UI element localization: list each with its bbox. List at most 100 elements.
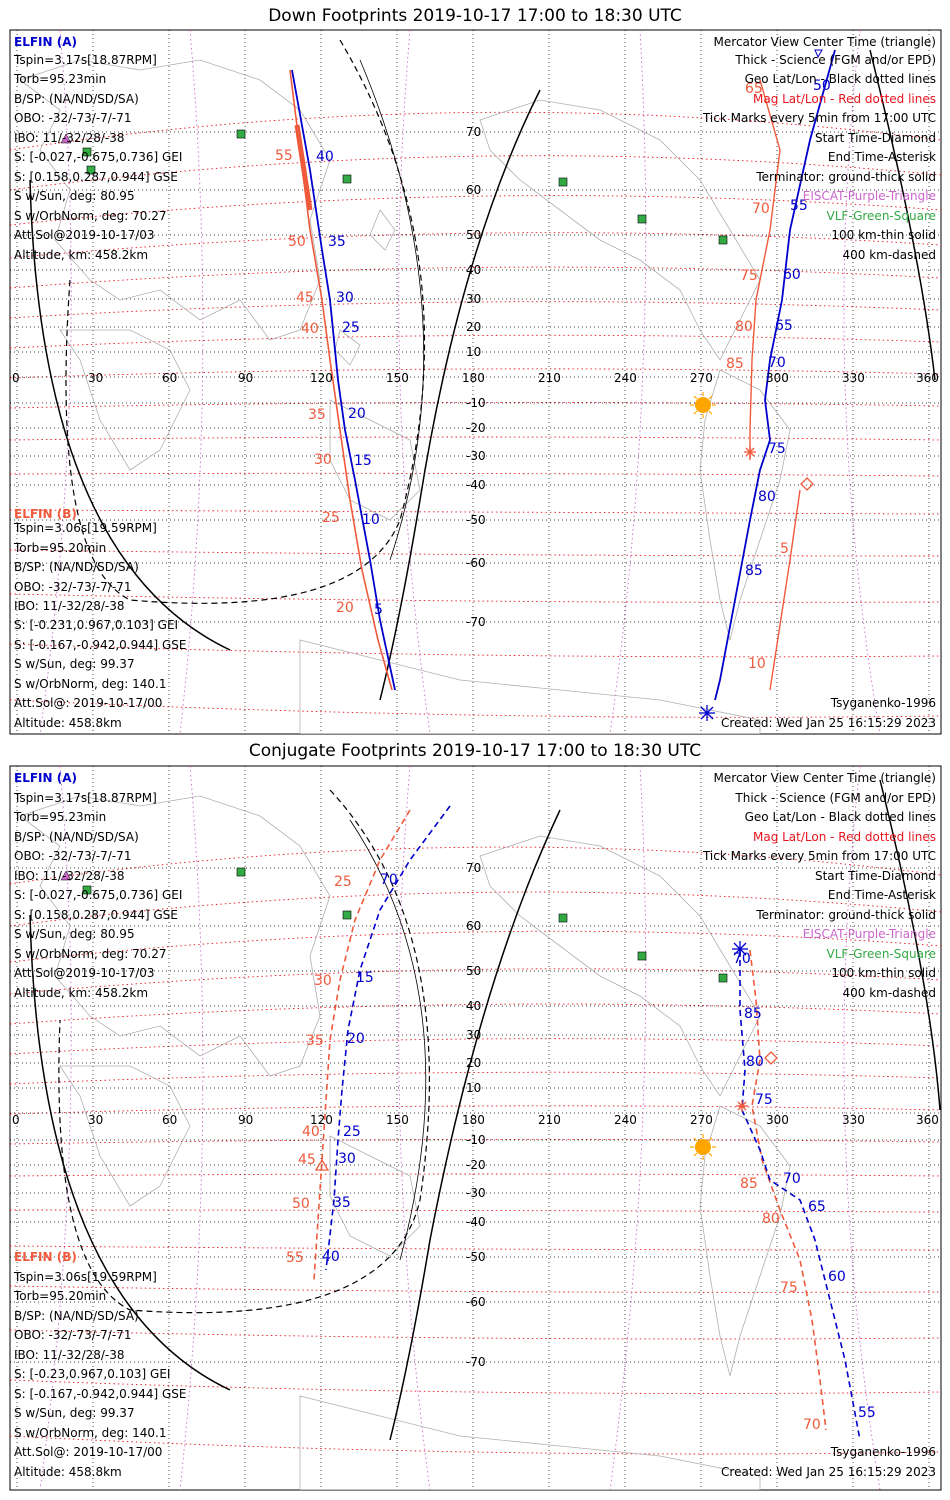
tick-label: 40	[316, 149, 334, 165]
sun-icon-conj	[690, 1134, 716, 1160]
info-line: Altitude, km: 458.2km	[14, 986, 148, 1000]
info-line: S: [-0.167,-0.942,0.944] GSE	[14, 1387, 187, 1401]
panel-title-down: Down Footprints 2019-10-17 17:00 to 18:3…	[268, 6, 682, 26]
model-label: Tsyganenko-1996	[830, 696, 936, 710]
end-asterisk-b-conj	[736, 1100, 748, 1112]
tick-label: 40	[302, 1124, 320, 1140]
lat-label: 30	[466, 1028, 481, 1042]
legend-line: EISCAT-Purple-Triangle	[803, 927, 936, 941]
tick-label: 80	[735, 319, 753, 335]
lat-label: -70	[466, 615, 486, 629]
elfin-a-track-down-east	[714, 49, 836, 701]
lat-label: 50	[466, 228, 481, 242]
lat-label: 10	[466, 345, 481, 359]
info-line: S w/Sun, deg: 99.37	[14, 657, 135, 671]
legend-line: Geo Lat/Lon - Black dotted lines	[745, 72, 936, 86]
tick-label: 35	[306, 1033, 324, 1049]
legend-line: Thick - Science (FGM and/or EPD)	[734, 53, 936, 67]
tick-label: 55	[858, 1405, 876, 1421]
geo-grid-conj	[10, 766, 941, 1490]
lat-label: 20	[466, 1056, 481, 1070]
info-line: B/SP: (NA/ND/SD/SA)	[14, 1309, 139, 1323]
tick-label: 10	[362, 512, 380, 528]
tick-label: 20	[348, 406, 366, 422]
tick-label: 20	[336, 600, 354, 616]
lon-label: 0	[12, 1113, 20, 1127]
tick-label: 30	[336, 290, 354, 306]
vlf-stations-down	[82, 129, 728, 245]
model-label: Tsyganenko-1996	[830, 1445, 936, 1459]
tick-label: 40	[322, 1249, 340, 1265]
tick-label: 65	[775, 318, 793, 334]
panel-title-conjugate: Conjugate Footprints 2019-10-17 17:00 to…	[248, 741, 702, 761]
tick-label: 5	[780, 541, 789, 557]
legend-line: VLF-Green-Square	[827, 947, 936, 961]
info-line: S w/Sun, deg: 80.95	[14, 189, 135, 203]
fov-400km-conj	[58, 789, 431, 1314]
info-line: S w/OrbNorm, deg: 140.1	[14, 677, 166, 691]
info-line: S w/OrbNorm, deg: 70.27	[14, 947, 166, 961]
lat-label: 40	[466, 999, 481, 1013]
lat-label: -30	[466, 449, 486, 463]
lon-label: 0	[12, 371, 20, 385]
lon-label: 150	[386, 1113, 409, 1127]
tick-label: 85	[745, 563, 763, 579]
coastlines-conj	[19, 795, 791, 1490]
info-line: S: [-0.23,0.967,0.103] GEI	[14, 1367, 170, 1381]
elfin-b-tick-labels-conj: 25 30 35 40 45 50 55 85 80 75 70	[286, 874, 821, 1433]
lon-label: 360	[916, 1113, 939, 1127]
lat-label: 10	[466, 1081, 481, 1095]
elfin-a-tick-labels-conj: 70 15 20 25 30 35 40 70 85 80 75 70 65 6…	[322, 872, 876, 1421]
fov-100km-down	[359, 59, 425, 561]
lat-label: 20	[466, 320, 481, 334]
info-line: S: [-0.167,-0.942,0.944] GSE	[14, 638, 187, 652]
tick-label: 70	[752, 201, 770, 217]
lat-label: 70	[466, 125, 481, 139]
info-line: Att.Sol@: 2019-10-17/00	[14, 696, 162, 710]
tick-label: 45	[296, 290, 314, 306]
lon-label: 300	[766, 1113, 789, 1127]
tick-label: 50	[813, 78, 831, 94]
tick-label: 85	[740, 1176, 758, 1192]
lat-label: 60	[466, 183, 481, 197]
elfin-b-header: ELFIN (B)	[14, 507, 77, 521]
lon-label: 60	[162, 371, 177, 385]
lat-label: -50	[466, 1250, 486, 1264]
lat-label: 40	[466, 263, 481, 277]
start-diamond-a-down	[814, 49, 823, 59]
mag-lat-grid-down	[10, 111, 941, 718]
tick-label: 75	[740, 268, 758, 284]
info-line: IBO: 11/-32/28/-38	[14, 599, 125, 613]
tick-label: 80	[762, 1211, 780, 1227]
lat-label: -70	[466, 1355, 486, 1369]
tick-label: 85	[744, 1006, 762, 1022]
terminator-west-conj	[29, 914, 231, 1391]
elfin-a-track-conj	[325, 805, 451, 1271]
tick-label: 15	[354, 453, 372, 469]
legend-line: VLF-Green-Square	[827, 209, 936, 223]
info-line: B/SP: (NA/ND/SD/SA)	[14, 830, 139, 844]
tick-label: 70	[803, 1417, 821, 1433]
lon-label: 360	[916, 371, 939, 385]
sun-icon-down	[690, 392, 716, 418]
tick-label: 75	[755, 1092, 773, 1108]
end-asterisk-b-down	[744, 446, 756, 458]
tick-label: 30	[338, 1151, 356, 1167]
lon-label: 150	[386, 371, 409, 385]
lon-label: 180	[462, 1113, 485, 1127]
legend-line: 100 km-thin solid	[831, 228, 936, 242]
mag-lon-grid-conj	[39, 766, 881, 1490]
tick-label: 30	[314, 973, 332, 989]
info-line: Torb=95.23min	[13, 72, 106, 86]
legend-line: Mercator View Center Time (triangle)	[714, 35, 936, 49]
tick-label: 70	[768, 355, 786, 371]
lat-label: 30	[466, 292, 481, 306]
tick-label: 85	[726, 356, 744, 372]
tick-label: 40	[301, 321, 319, 337]
lat-label: -50	[466, 513, 486, 527]
lon-label: 240	[614, 1113, 637, 1127]
elfin-a-info-conj: ELFIN (A) Tspin=3.17s[18.87RPM] Torb=95.…	[13, 771, 182, 1000]
info-line: S: [0.158,0.287,0.944] GSE	[14, 908, 178, 922]
legend-conj: Mercator View Center Time (triangle) Thi…	[702, 771, 936, 1479]
mag-lat-grid-conj	[10, 846, 941, 1455]
